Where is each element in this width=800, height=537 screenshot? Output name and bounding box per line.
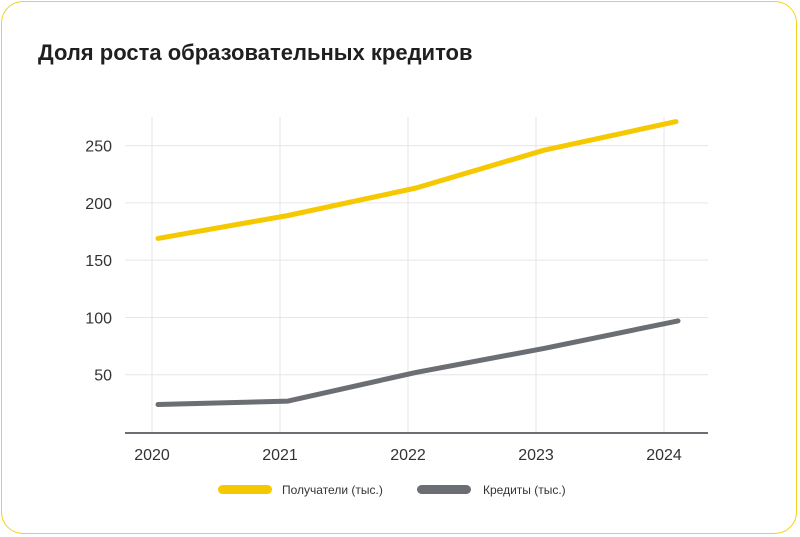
y-tick-label: 100 — [85, 310, 112, 327]
legend-swatch — [218, 485, 272, 494]
x-tick-label: 2020 — [134, 447, 170, 464]
legend-label: Кредиты (тыс.) — [483, 483, 566, 497]
x-axis-ticks: 2020 2021 2022 2023 2024 — [134, 447, 682, 464]
y-tick-label: 150 — [85, 253, 112, 270]
grid-lines — [125, 117, 708, 432]
x-tick-label: 2022 — [390, 447, 426, 464]
y-tick-label: 50 — [94, 368, 112, 385]
y-axis-ticks: 50 100 150 200 250 — [85, 139, 112, 385]
series-line — [155, 119, 679, 241]
x-tick-label: 2021 — [262, 447, 298, 464]
legend-swatch — [417, 485, 471, 494]
y-tick-label: 250 — [85, 139, 112, 156]
x-tick-label: 2023 — [518, 447, 554, 464]
series-lines — [155, 119, 681, 407]
legend-label: Получатели (тыс.) — [282, 483, 383, 497]
legend: Получатели (тыс.) Кредиты (тыс.) — [218, 483, 566, 497]
y-tick-label: 200 — [85, 196, 112, 213]
chart-title: Доля роста образовательных кредитов — [38, 40, 473, 65]
x-tick-label: 2024 — [646, 447, 682, 464]
series-line — [155, 318, 681, 407]
